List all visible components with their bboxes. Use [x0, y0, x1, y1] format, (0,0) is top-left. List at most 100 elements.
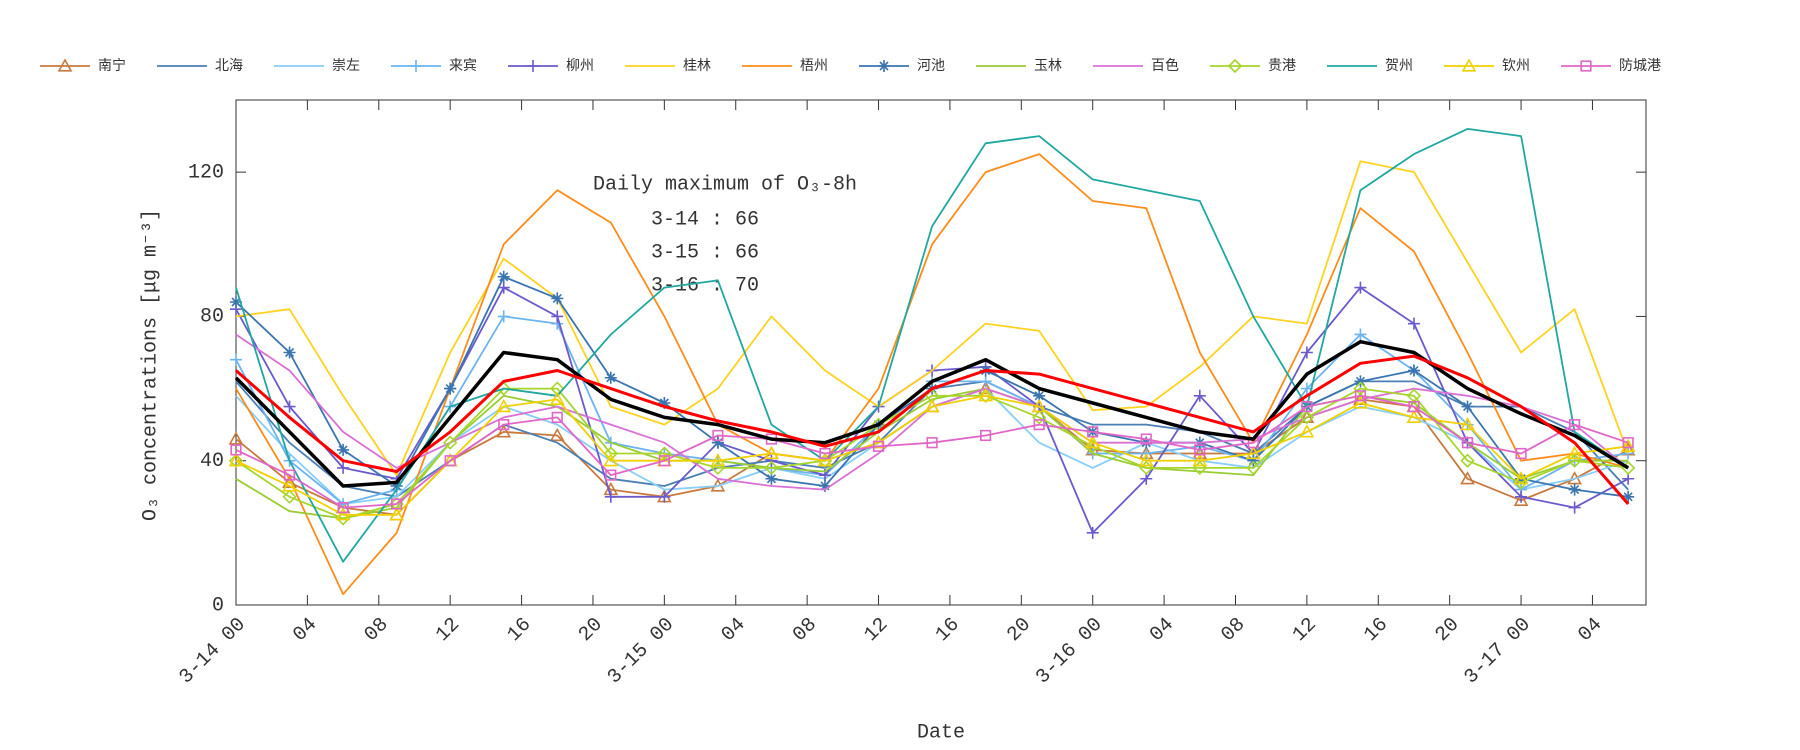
- marker: [444, 455, 456, 467]
- series-line: [235, 387, 1629, 520]
- x-tick-label: 08: [789, 613, 822, 646]
- marker: [1461, 58, 1477, 72]
- marker: [1513, 471, 1529, 485]
- x-tick-label: 16: [931, 613, 964, 646]
- marker: [1620, 438, 1636, 452]
- marker: [712, 429, 724, 442]
- x-tick-label: 20: [1003, 613, 1036, 646]
- series-line: [235, 354, 1630, 505]
- marker: [603, 453, 619, 467]
- marker: [1353, 395, 1368, 409]
- x-tick-label: 3-16 00: [1032, 613, 1108, 689]
- legend-label: 贺州: [1385, 58, 1413, 74]
- marker: [924, 398, 940, 413]
- marker: [1407, 364, 1420, 377]
- marker: [1353, 381, 1368, 396]
- marker: [764, 460, 779, 476]
- marker: [1569, 419, 1581, 431]
- series: [235, 128, 1629, 563]
- x-tick-label: 12: [1288, 613, 1321, 646]
- legend-label: 柳州: [566, 57, 594, 74]
- marker: [1568, 483, 1581, 496]
- marker: [818, 479, 831, 492]
- marker: [527, 60, 539, 72]
- x-tick-label: 12: [860, 613, 893, 646]
- marker: [1354, 281, 1367, 294]
- marker: [335, 507, 351, 521]
- plot-frame: [235, 99, 1647, 606]
- annotation-title: Daily maximum of O₃-8h: [593, 173, 857, 196]
- marker: [337, 443, 350, 456]
- series-line: [235, 394, 1629, 516]
- x-tick-label: 3-14 00: [175, 613, 251, 689]
- marker: [230, 353, 242, 366]
- marker: [1033, 419, 1045, 431]
- legend-label: 北海: [215, 58, 243, 74]
- marker: [498, 419, 510, 431]
- marker: [337, 461, 350, 474]
- marker: [496, 398, 512, 413]
- series: [235, 153, 1629, 596]
- marker: [1354, 375, 1367, 388]
- marker: [1513, 492, 1529, 506]
- legend-label: 崇左: [332, 58, 360, 74]
- series-line: [235, 128, 1629, 563]
- marker: [1247, 454, 1260, 467]
- marker: [979, 375, 992, 388]
- x-tick-label: 3-17 00: [1460, 613, 1536, 689]
- marker: [1140, 433, 1152, 445]
- x-tick-label: 08: [1217, 613, 1250, 646]
- marker: [1580, 60, 1592, 72]
- marker: [497, 270, 510, 283]
- legend-label: 河池: [917, 58, 945, 74]
- legend-label: 玉林: [1034, 58, 1062, 74]
- series-line: [235, 394, 1629, 509]
- marker: [1515, 447, 1527, 460]
- series: [228, 388, 1636, 521]
- y-tick-label: 120: [188, 161, 224, 184]
- series-line: [235, 160, 1630, 476]
- marker: [765, 454, 778, 467]
- marker: [1407, 317, 1420, 330]
- marker: [282, 489, 297, 504]
- x-tick-label: 04: [1574, 613, 1607, 646]
- marker: [228, 453, 244, 468]
- marker: [1460, 453, 1475, 468]
- marker: [1085, 435, 1101, 449]
- marker: [872, 440, 885, 452]
- x-tick-label: 08: [360, 613, 393, 646]
- series-line: [235, 153, 1629, 596]
- marker: [283, 346, 296, 359]
- legend-label: 梧州: [800, 58, 828, 74]
- marker: [1086, 526, 1099, 539]
- marker: [283, 469, 296, 481]
- marker: [1406, 409, 1422, 424]
- marker: [711, 436, 724, 449]
- marker: [549, 391, 565, 405]
- marker: [1192, 445, 1208, 460]
- marker: [1622, 437, 1634, 449]
- marker: [1033, 389, 1046, 402]
- marker: [444, 382, 457, 395]
- annotation-line: 3-15 : 66: [651, 241, 759, 264]
- series: [234, 339, 1630, 488]
- annotation-line: 3-14 : 66: [651, 208, 759, 231]
- marker: [1568, 501, 1581, 514]
- marker: [57, 58, 73, 72]
- x-tick-label: 04: [289, 613, 322, 646]
- annotation-line: 3-16 : 70: [651, 274, 759, 297]
- legend-label: 南宁: [98, 57, 126, 74]
- y-axis-label: O₃ concentrations [μg m⁻³]: [139, 209, 162, 521]
- marker: [283, 400, 296, 413]
- marker: [389, 507, 404, 521]
- marker: [1138, 453, 1154, 467]
- marker: [764, 445, 779, 460]
- legend-label: 钦州: [1502, 58, 1530, 74]
- marker: [1087, 426, 1099, 438]
- marker: [390, 479, 403, 492]
- marker: [980, 429, 992, 442]
- marker: [1032, 410, 1047, 425]
- marker: [1301, 401, 1313, 413]
- marker: [765, 472, 778, 485]
